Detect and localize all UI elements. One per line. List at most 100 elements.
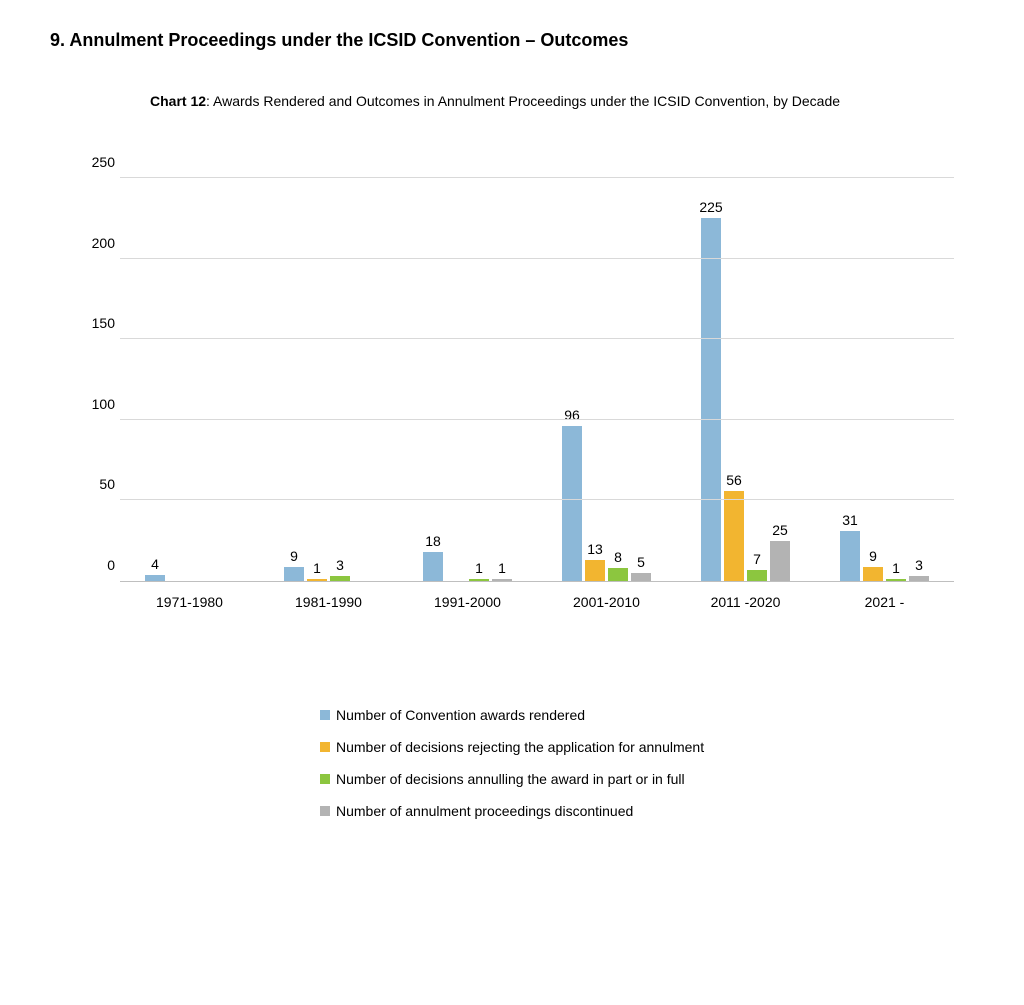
bar-group: 4 xyxy=(120,162,259,581)
bar xyxy=(562,426,582,581)
bar-wrap: 3 xyxy=(330,162,350,581)
bar-value-label: 9 xyxy=(869,548,877,564)
y-tick-label: 100 xyxy=(75,396,115,412)
bar-value-label: 1 xyxy=(313,560,321,576)
chart-area: 491318119613852255672531913 050100150200… xyxy=(120,162,954,622)
bar-wrap: 225 xyxy=(701,162,721,581)
x-tick-label: 2011 -2020 xyxy=(676,582,815,622)
gridline xyxy=(120,177,954,178)
bar xyxy=(724,491,744,581)
gridline xyxy=(120,419,954,420)
chart-plot: 491318119613852255672531913 050100150200… xyxy=(120,162,954,582)
bar-wrap xyxy=(168,162,188,581)
bar-wrap: 13 xyxy=(585,162,605,581)
bar-wrap xyxy=(353,162,373,581)
bar xyxy=(840,531,860,581)
bar-value-label: 225 xyxy=(699,199,722,215)
bar-wrap: 3 xyxy=(909,162,929,581)
bar xyxy=(608,568,628,581)
bar xyxy=(330,576,350,581)
bar-value-label: 7 xyxy=(753,551,761,567)
gridline xyxy=(120,338,954,339)
bar-value-label: 56 xyxy=(726,472,742,488)
x-tick-label: 1981-1990 xyxy=(259,582,398,622)
bar xyxy=(886,579,906,581)
x-axis-labels: 1971-19801981-19901991-20002001-20102011… xyxy=(120,582,954,622)
bar-wrap: 31 xyxy=(840,162,860,581)
legend-item: Number of decisions rejecting the applic… xyxy=(320,739,974,755)
bar-value-label: 5 xyxy=(637,554,645,570)
bar xyxy=(492,579,512,581)
bar-wrap: 25 xyxy=(770,162,790,581)
y-tick-label: 0 xyxy=(75,557,115,573)
bar-wrap xyxy=(446,162,466,581)
bar-wrap: 18 xyxy=(423,162,443,581)
y-tick-label: 50 xyxy=(75,476,115,492)
bar-wrap: 1 xyxy=(469,162,489,581)
bar xyxy=(770,541,790,581)
bar-value-label: 25 xyxy=(772,522,788,538)
bar xyxy=(747,570,767,581)
section-number: 9. xyxy=(50,30,65,50)
bar xyxy=(145,575,165,581)
bar-group: 913 xyxy=(259,162,398,581)
legend-label: Number of decisions rejecting the applic… xyxy=(336,739,704,755)
legend-item: Number of Convention awards rendered xyxy=(320,707,974,723)
legend-swatch xyxy=(320,774,330,784)
bar xyxy=(863,567,883,582)
gridline xyxy=(120,499,954,500)
bar-wrap: 9 xyxy=(284,162,304,581)
bar-value-label: 1 xyxy=(498,560,506,576)
bar-group: 225 56 7 25 xyxy=(676,162,815,581)
bar-value-label: 8 xyxy=(614,549,622,565)
bar-wrap: 1 xyxy=(886,162,906,581)
bar-groups: 491318119613852255672531913 xyxy=(120,162,954,581)
section-heading: 9. Annulment Proceedings under the ICSID… xyxy=(50,30,974,51)
bar-value-label: 18 xyxy=(425,533,441,549)
x-tick-label: 1991-2000 xyxy=(398,582,537,622)
chart-title-label: Chart 12 xyxy=(150,93,206,109)
bar xyxy=(307,579,327,581)
bar-wrap xyxy=(214,162,234,581)
bar xyxy=(631,573,651,581)
section-title: Annulment Proceedings under the ICSID Co… xyxy=(69,30,628,50)
legend-swatch xyxy=(320,742,330,752)
bar xyxy=(284,567,304,582)
legend-label: Number of Convention awards rendered xyxy=(336,707,585,723)
bar-value-label: 3 xyxy=(915,557,923,573)
x-tick-label: 2021 - xyxy=(815,582,954,622)
legend-swatch xyxy=(320,806,330,816)
bar-wrap: 96 xyxy=(562,162,582,581)
x-tick-label: 2001-2010 xyxy=(537,582,676,622)
gridline xyxy=(120,258,954,259)
bar-group: 1811 xyxy=(398,162,537,581)
y-tick-label: 200 xyxy=(75,235,115,251)
bar-value-label: 4 xyxy=(151,556,159,572)
bar-group: 31 913 xyxy=(815,162,954,581)
bar xyxy=(469,579,489,581)
bar-value-label: 3 xyxy=(336,557,344,573)
chart-title: Chart 12: Awards Rendered and Outcomes i… xyxy=(150,91,924,112)
bar-group: 96 13 85 xyxy=(537,162,676,581)
bar xyxy=(585,560,605,581)
legend-label: Number of annulment proceedings disconti… xyxy=(336,803,633,819)
chart-title-text: : Awards Rendered and Outcomes in Annulm… xyxy=(206,93,840,109)
bar-wrap: 9 xyxy=(863,162,883,581)
bar-wrap: 5 xyxy=(631,162,651,581)
chart-container: 491318119613852255672531913 050100150200… xyxy=(70,162,974,622)
bar-value-label: 1 xyxy=(892,560,900,576)
bar-wrap: 1 xyxy=(307,162,327,581)
legend-swatch xyxy=(320,710,330,720)
bar-value-label: 9 xyxy=(290,548,298,564)
bar-value-label: 1 xyxy=(475,560,483,576)
bar-wrap xyxy=(191,162,211,581)
bar-wrap: 1 xyxy=(492,162,512,581)
bar-wrap: 7 xyxy=(747,162,767,581)
bar-wrap: 4 xyxy=(145,162,165,581)
x-tick-label: 1971-1980 xyxy=(120,582,259,622)
bar xyxy=(423,552,443,581)
legend-item: Number of annulment proceedings disconti… xyxy=(320,803,974,819)
chart-legend: Number of Convention awards rendered Numb… xyxy=(320,707,974,819)
bar-value-label: 13 xyxy=(587,541,603,557)
legend-item: Number of decisions annulling the award … xyxy=(320,771,974,787)
